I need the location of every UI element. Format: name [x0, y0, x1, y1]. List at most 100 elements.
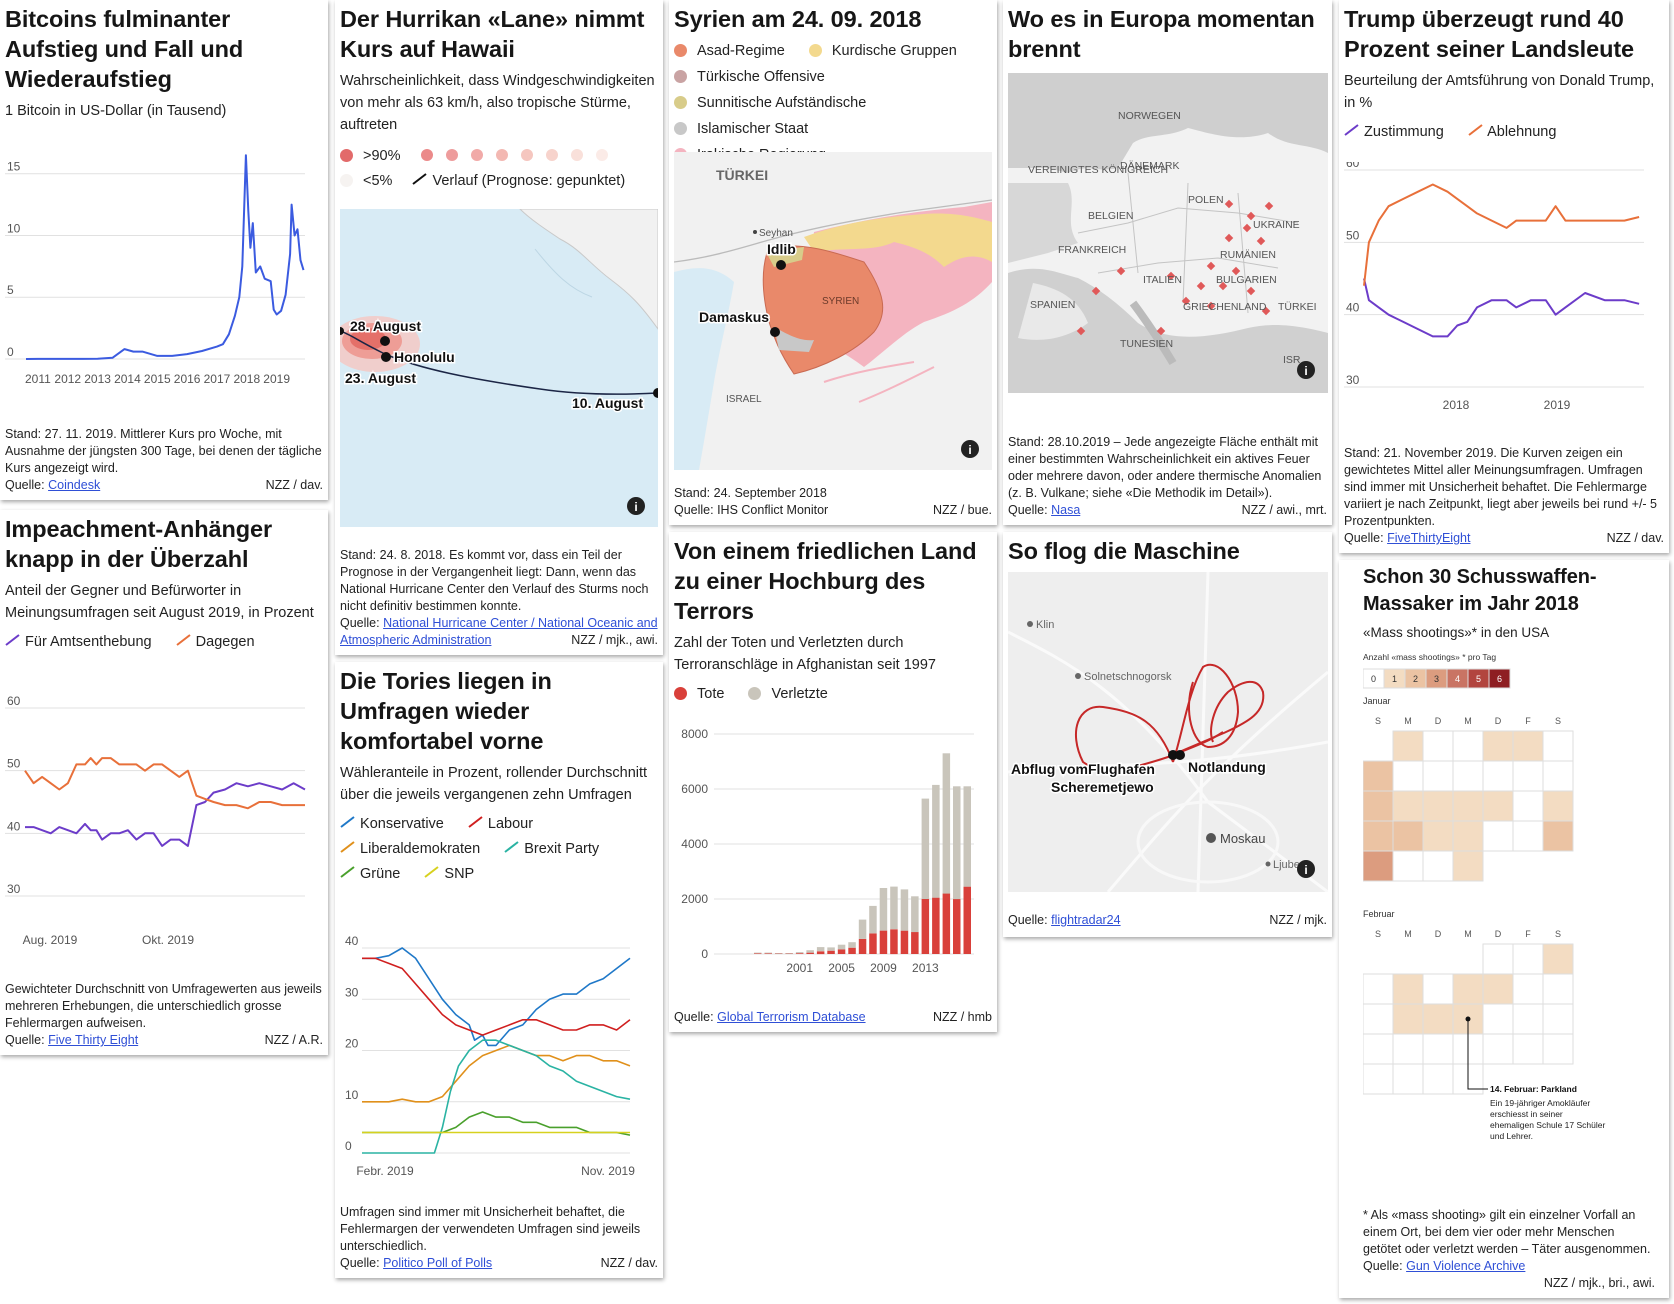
label-bulgarien: BULGARIEN — [1216, 274, 1277, 286]
source-link[interactable]: Five Thirty Eight — [48, 1033, 139, 1047]
card-note: Umfragen sind immer mit Unsicherheit beh… — [340, 1205, 641, 1253]
weekday-label: D — [1495, 716, 1502, 726]
label-honolulu: Honolulu — [394, 349, 455, 365]
y-tick-label: 0 — [7, 345, 14, 359]
legend-item: Labour — [468, 816, 543, 832]
info-icon[interactable]: i — [1297, 860, 1315, 878]
y-tick-label: 50 — [7, 757, 21, 771]
bar-segment — [816, 951, 825, 955]
bar-segment — [775, 953, 783, 954]
day-cell — [1422, 1033, 1454, 1065]
day-cell — [1363, 760, 1394, 792]
y-tick-label: 2000 — [681, 892, 708, 906]
source-link[interactable]: Global Terrorism Database — [717, 1010, 866, 1024]
card-footer: Umfragen sind immer mit Unsicherheit beh… — [340, 1204, 658, 1272]
day-cell — [1482, 1033, 1514, 1065]
legend: Konservative Labour Liberaldemokraten Br… — [340, 812, 658, 887]
credit: NZZ / hmb — [932, 1010, 992, 1024]
y-tick-label: 4000 — [681, 837, 708, 851]
hurricane-map: 28. August Honolulu 23. August 10. Augus… — [340, 209, 658, 527]
legend-item: Türkische Offensive — [674, 69, 835, 85]
prob-scale — [420, 149, 608, 161]
source-link[interactable]: Gun Violence Archive — [1406, 1259, 1526, 1273]
day-cell — [1512, 790, 1544, 822]
day-cell — [1482, 973, 1514, 1005]
legend-label: Kurdische Gruppen — [831, 43, 957, 59]
card-subtitle: Zahl der Toten und Verletzten durch Terr… — [674, 635, 936, 673]
weekday-label: S — [1555, 929, 1561, 939]
legend-label: Türkische Offensive — [697, 69, 825, 85]
card-footer: Stand: 28.10.2019 – Jede angezeigte Fläc… — [1008, 434, 1327, 519]
day-cell — [1422, 820, 1454, 852]
x-tick-label: Aug. 2019 — [23, 933, 78, 947]
legend-item: Konservative — [340, 816, 454, 832]
day-cell — [1392, 730, 1424, 762]
legend-item: Grüne — [340, 866, 410, 882]
source-line: Quelle: Nasa NZZ / awi., mrt. — [1008, 502, 1327, 519]
card-footer: Stand: 27. 11. 2019. Mittlerer Kurs pro … — [5, 426, 323, 494]
day-cell — [1363, 973, 1394, 1005]
bar-segment — [890, 929, 898, 955]
bar-segment — [911, 932, 919, 954]
bar-segment — [921, 798, 930, 899]
card-subtitle: Beurteilung der Amtsführung von Donald T… — [1344, 73, 1655, 111]
day-cell — [1363, 820, 1394, 852]
source-label: Quelle: — [1344, 531, 1388, 545]
source-line: Quelle: IHS Conflict Monitor NZZ / bue. — [674, 502, 992, 519]
series-line — [1363, 183, 1640, 286]
source-link[interactable]: FiveThirtyEight — [1387, 531, 1471, 545]
card-footer: Quelle: Global Terrorism Database NZZ / h… — [674, 1009, 992, 1026]
legend-label: Sunnitische Aufständische — [697, 95, 867, 111]
day-cell — [1392, 790, 1424, 822]
label-polen: POLEN — [1188, 194, 1224, 206]
card-tories: Die Tories liegen in Umfragen wieder kom… — [335, 662, 663, 1278]
card-hurricane: Der Hurrikan «Lane» nimmt Kurs auf Hawai… — [335, 0, 663, 655]
day-cell — [1512, 760, 1544, 792]
bar-segment — [827, 947, 835, 951]
y-tick-label: 6000 — [681, 782, 708, 796]
bar-segment — [869, 933, 877, 954]
track-icon — [412, 173, 428, 185]
info-icon[interactable]: i — [627, 497, 645, 515]
source-label: Quelle: — [5, 1033, 49, 1047]
credit: NZZ / mjk. — [1269, 913, 1327, 927]
legend: Asad-Regime Kurdische Gruppen Türkische … — [674, 38, 992, 168]
label-notlandung: Notlandung — [1188, 759, 1266, 775]
source-link[interactable]: flightradar24 — [1051, 913, 1121, 927]
card-footer: Gewichteter Durchschnitt von Umfragewert… — [5, 981, 323, 1049]
credit: NZZ / A.R. — [264, 1033, 323, 1047]
day-cell — [1392, 1063, 1424, 1095]
source-label: Quelle: — [340, 616, 384, 630]
day-cell — [1392, 820, 1424, 852]
card-note: Stand: 21. November 2019. Die Kurven zei… — [1344, 446, 1658, 528]
credit-line: NZZ / mjk., bri., awi. — [1363, 1275, 1655, 1292]
card-subtitle: Wähleranteile in Prozent, rollender Durc… — [340, 765, 648, 803]
series-line — [362, 957, 631, 1036]
info-icon[interactable]: i — [1297, 361, 1315, 379]
source-line: Quelle: Five Thirty Eight NZZ / A.R. — [5, 1032, 323, 1049]
card-footer: Quelle: flightradar24 NZZ / mjk. — [1008, 912, 1327, 929]
card-note: Stand: 28.10.2019 – Jede angezeigte Fläc… — [1008, 435, 1322, 500]
source-link[interactable]: National Hurricane Center / National Oce… — [340, 616, 658, 647]
legend-label: Liberaldemokraten — [360, 841, 481, 857]
legend-item: Tote — [674, 686, 734, 702]
legend-track: Verlauf (Prognose: gepunktet) — [432, 173, 626, 189]
y-tick-label: 0 — [701, 947, 708, 961]
bar-segment — [795, 952, 804, 954]
info-icon[interactable]: i — [961, 440, 979, 458]
scale-swatch — [1488, 668, 1511, 689]
svg-text:i: i — [1304, 364, 1307, 378]
bar-segment — [942, 893, 951, 954]
source-line: Quelle: Coindesk NZZ / dav. — [5, 477, 323, 494]
x-tick-label: 2011 — [25, 372, 51, 386]
bar-segment — [785, 953, 793, 954]
bar-segment — [900, 930, 909, 954]
x-tick-label: 2015 — [144, 372, 171, 386]
source-link[interactable]: Nasa — [1051, 503, 1081, 517]
card-title: Impeachment-Anhänger knapp in der Überza… — [5, 516, 272, 572]
scale-label: Anzahl «mass shootings» * pro Tag — [1363, 652, 1496, 662]
y-tick-label: 40 — [345, 934, 359, 948]
source-link[interactable]: Politico Poll of Polls — [383, 1256, 493, 1270]
day-cell — [1363, 790, 1394, 822]
source-link[interactable]: Coindesk — [48, 478, 101, 492]
